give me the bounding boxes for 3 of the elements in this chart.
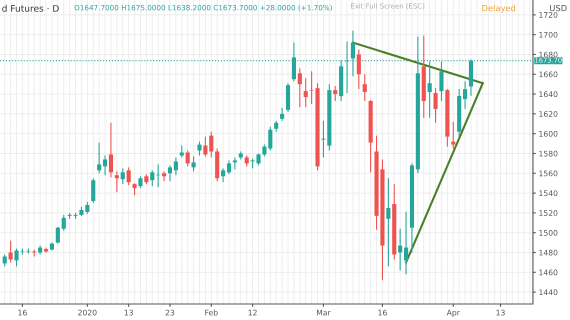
annotation: Delayed: [482, 4, 516, 13]
chart-title: d Futures · D: [2, 4, 59, 12]
text: USD: [550, 4, 567, 12]
